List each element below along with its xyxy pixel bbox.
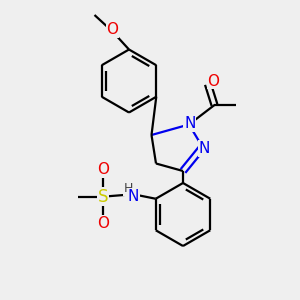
Text: N: N xyxy=(128,189,139,204)
Text: O: O xyxy=(106,22,119,38)
Text: O: O xyxy=(97,162,109,177)
Text: N: N xyxy=(198,141,210,156)
Text: H: H xyxy=(124,182,134,195)
Text: S: S xyxy=(98,188,109,206)
Text: O: O xyxy=(97,216,109,231)
Text: O: O xyxy=(207,74,219,88)
Text: N: N xyxy=(184,116,196,131)
